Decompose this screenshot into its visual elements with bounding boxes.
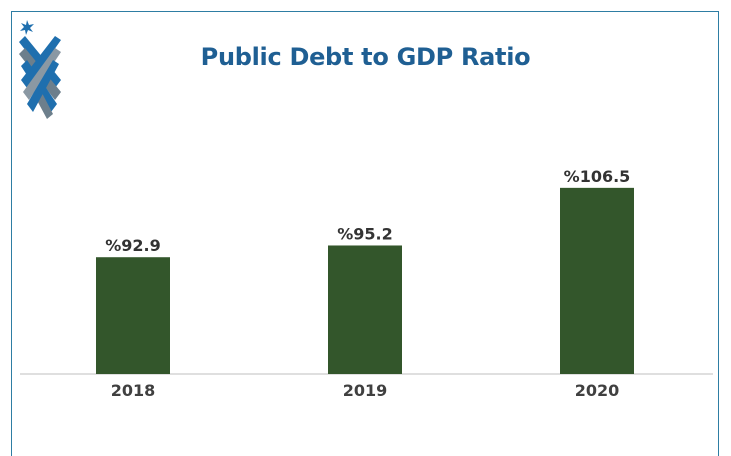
bar-2019 (328, 245, 402, 374)
bar-2018 (96, 257, 170, 374)
bar-2020 (560, 187, 634, 374)
chart-title: Public Debt to GDP Ratio (200, 43, 531, 71)
x-tick-label-2018: 2018 (111, 381, 156, 400)
logo-icon (19, 20, 61, 119)
x-tick-label-2019: 2019 (343, 381, 388, 400)
data-label-2019: %95.2 (337, 224, 393, 243)
data-label-2018: %92.9 (105, 236, 161, 255)
x-tick-label-2020: 2020 (575, 381, 620, 400)
data-label-2020: %106.5 (564, 167, 631, 186)
